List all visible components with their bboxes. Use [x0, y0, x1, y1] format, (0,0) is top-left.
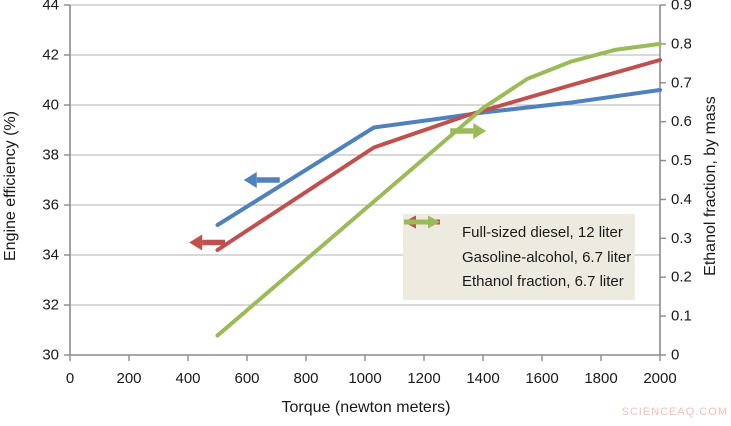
legend: Full-sized diesel, 12 liter Gasoline-alc…: [403, 214, 635, 300]
legend-item-ethanol-fraction: Ethanol fraction, 6.7 liter: [404, 215, 635, 291]
legend-label: Gasoline-alcohol, 6.7 liter: [462, 248, 632, 266]
right-axis-tick-label: 0.5: [671, 152, 692, 169]
x-axis-tick-label: 1600: [525, 370, 558, 387]
left-axis-tick-label: 32: [42, 297, 59, 314]
left-axis-tick-label: 38: [42, 147, 59, 164]
right-axis-tick-label: 0.4: [671, 191, 692, 208]
right-axis-tick-label: 0.2: [671, 269, 692, 286]
x-axis-tick-label: 2000: [643, 370, 676, 387]
right-axis-tick-label: 0.3: [671, 230, 692, 247]
right-arrow-icon: [404, 215, 453, 290]
left-arrow-icon: [189, 234, 203, 251]
x-axis-tick-label: 1000: [348, 370, 381, 387]
right-axis-tick-label: 0.6: [671, 113, 692, 130]
right-arrow-icon: [473, 123, 487, 139]
left-arrow-icon: [243, 172, 257, 188]
legend-item-diesel: Full-sized diesel, 12 liter: [404, 215, 635, 241]
series-line-ethanol_green: [215, 41, 662, 338]
x-axis-tick-label: 1400: [466, 370, 499, 387]
x-axis-tick-label: 600: [234, 370, 259, 387]
chart-graphics: 30 32 34 36 38 40 42 44 0 0.1 0.2 0.3 0.4 0.5 0.6 0.7 0.…: [42, 0, 692, 387]
right-axis-tick-label: 0.9: [671, 0, 692, 14]
x-axis-tick-label: 800: [293, 370, 318, 387]
x-axis-tick-label: 0: [66, 370, 74, 387]
right-axis-tick-label: 0.8: [671, 35, 692, 52]
legend-label: Ethanol fraction, 6.7 liter: [462, 273, 624, 291]
left-axis-tick-label: 42: [42, 47, 59, 64]
left-axis-tick-label: 44: [42, 0, 59, 14]
x-axis-title: Torque (newton meters): [282, 399, 451, 416]
left-axis-tick-label: 30: [42, 347, 59, 364]
left-axis-title: Engine efficiency (%): [2, 111, 19, 261]
left-axis-tick-label: 36: [42, 197, 59, 214]
left-axis-tick-label: 34: [42, 247, 59, 264]
series-line-gasoline_red: [215, 58, 662, 252]
x-axis-tick-label: 400: [175, 370, 200, 387]
x-axis-tick-label: 1200: [407, 370, 440, 387]
watermark: SCIENCEAQ.COM: [621, 406, 728, 418]
right-axis-title: Ethanol fraction, by mass: [702, 96, 719, 276]
right-axis-tick-label: 0: [671, 347, 679, 364]
legend-item-gasoline-alcohol: Gasoline-alcohol, 6.7 liter: [404, 215, 635, 266]
legend-label: Full-sized diesel, 12 liter: [462, 223, 623, 241]
x-axis-tick-label: 200: [116, 370, 141, 387]
left-axis-tick-label: 40: [42, 97, 59, 114]
right-axis-tick-label: 0.1: [671, 308, 692, 325]
x-axis-tick-label: 1800: [584, 370, 617, 387]
right-axis-tick-label: 0.7: [671, 74, 692, 91]
left-arrow-icon: [404, 215, 453, 265]
